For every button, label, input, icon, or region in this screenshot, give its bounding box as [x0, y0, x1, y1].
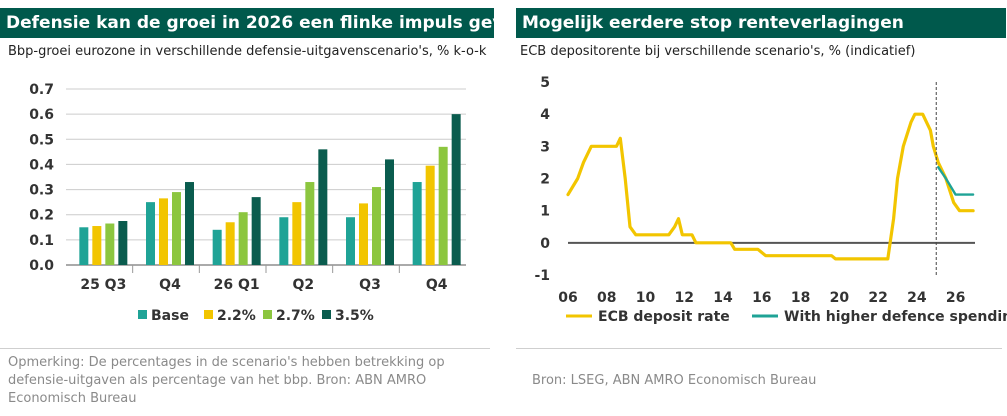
bar-y-tick-label: 0.1	[29, 233, 54, 249]
bar-Base-5	[412, 182, 422, 265]
bar-y-tick-label: 0.7	[29, 82, 54, 98]
bar-legend-swatch	[138, 310, 147, 319]
right-panel: Mogelijk eerdere stop renteverlagingen E…	[516, 0, 1007, 416]
bar-2.2%-4	[359, 203, 368, 265]
left-chart-title: Defensie kan de groei in 2026 een flinke…	[0, 8, 527, 38]
bar-legend-swatch	[204, 310, 213, 319]
left-footnote: Opmerking: De percentages in de scenario…	[8, 354, 445, 408]
line-series-0	[566, 112, 975, 261]
line-series	[566, 112, 975, 261]
bar-2.7%-1	[172, 192, 181, 265]
line-x-tick-label: 20	[830, 290, 850, 306]
bar-y-tick-label: 0.5	[29, 132, 54, 148]
left-divider	[0, 348, 490, 349]
bar-3.5%-3	[318, 149, 328, 265]
bar-3.5%-4	[385, 159, 394, 265]
left-chart-subtitle: Bbp-groei eurozone in verschillende defe…	[8, 44, 487, 59]
line-y-tick-label: -1	[534, 268, 550, 284]
line-x-tick-label: 16	[752, 290, 771, 306]
bar-2.2%-5	[425, 165, 435, 265]
bar-Base-2	[212, 229, 222, 265]
left-footnote-line: Opmerking: De percentages in de scenario…	[8, 355, 445, 370]
bar-2.7%-2	[238, 212, 248, 265]
bar-2.7%-3	[305, 182, 315, 265]
line-y-tick-label: 4	[540, 107, 550, 123]
bar-legend-swatch	[322, 310, 331, 319]
bar-y-ticks: 0.0 0.1 0.2 0.3 0.4 0.5 0.6 0.7	[29, 82, 54, 274]
bar-legend-label: 2.7%	[276, 308, 315, 324]
bar-Base-3	[279, 217, 289, 265]
bar-2.7%-4	[372, 187, 381, 265]
bar-grid	[66, 88, 466, 273]
bar-x-tick-label: 25 Q3	[80, 277, 126, 293]
bar-legend-label: Base	[151, 308, 189, 324]
bar-3.5%-1	[185, 182, 194, 265]
bar-x-tick-label: Q2	[293, 277, 315, 293]
line-y-tick-label: 3	[540, 139, 550, 155]
bar-x-tick-label: Q4	[159, 277, 181, 293]
bar-legend-swatch	[263, 310, 272, 319]
bar-x-tick-label: 26 Q1	[214, 277, 260, 293]
bar-3.5%-0	[118, 221, 128, 265]
line-x-tick-label: 08	[597, 290, 616, 306]
bar-x-ticks: 25 Q3 Q4 26 Q1 Q2 Q3 Q4	[80, 277, 447, 293]
line-y-tick-label: 2	[540, 172, 550, 188]
bar-y-tick-label: 0.4	[29, 157, 54, 173]
bar-3.5%-2	[251, 197, 261, 265]
bar-y-tick-label: 0.2	[29, 208, 54, 224]
bar-y-tick-label: 0.3	[29, 183, 54, 199]
line-x-ticks: 06 08 10 12 14 16 18 20 22 24 26	[558, 290, 965, 306]
bar-3.5%-5	[451, 114, 461, 266]
bar-legend-label: 3.5%	[335, 308, 374, 324]
bar-2.2%-0	[92, 226, 102, 265]
line-x-tick-label: 22	[868, 290, 887, 306]
bar-2.2%-2	[225, 222, 235, 265]
line-x-tick-label: 18	[791, 290, 810, 306]
bar-Base-4	[346, 217, 355, 265]
line-x-tick-label: 24	[907, 290, 927, 306]
left-panel: Defensie kan de groei in 2026 een flinke…	[0, 0, 527, 416]
line-legend-label: With higher defence spending	[784, 309, 1007, 325]
bar-legend: Base 2.2% 2.7% 3.5%	[138, 308, 374, 324]
bar-legend-label: 2.2%	[217, 308, 256, 324]
right-chart-subtitle: ECB depositorente bij verschillende scen…	[520, 44, 916, 59]
right-footnote: Bron: LSEG, ABN AMRO Economisch Bureau	[532, 373, 817, 388]
left-footnote-line: defensie-uitgaven als percentage van het…	[8, 373, 427, 388]
line-series-1	[937, 166, 975, 196]
line-x-tick-label: 12	[675, 290, 694, 306]
bar-y-tick-label: 0.0	[29, 258, 54, 274]
line-x-tick-label: 10	[636, 290, 656, 306]
bar-chart: 0.0 0.1 0.2 0.3 0.4 0.5 0.6 0.7 25 Q3 Q4 26 Q1 Q2 Q…	[29, 82, 466, 324]
right-chart-title: Mogelijk eerdere stop renteverlagingen	[516, 8, 1006, 38]
line-y-tick-label: 5	[540, 75, 550, 91]
right-divider	[516, 348, 1002, 349]
bar-2.7%-5	[438, 146, 448, 265]
line-legend: ECB deposit rate With higher defence spen…	[566, 309, 1007, 325]
bar-2.2%-3	[292, 202, 302, 265]
line-y-tick-label: 0	[540, 236, 550, 252]
bar-x-tick-label: Q3	[359, 277, 381, 293]
line-y-tick-label: 1	[540, 204, 550, 220]
bar-y-tick-label: 0.6	[29, 107, 54, 123]
line-x-tick-label: 06	[558, 290, 577, 306]
left-footnote-line: Economisch Bureau	[8, 391, 137, 406]
bar-bars	[79, 114, 461, 266]
bar-2.2%-1	[159, 198, 168, 265]
line-y-ticks: -1 0 1 2 3 4 5	[534, 75, 550, 284]
bar-2.7%-0	[105, 223, 115, 265]
line-x-tick-label: 14	[713, 290, 733, 306]
bar-Base-1	[146, 202, 155, 265]
bar-Base-0	[79, 227, 89, 265]
bar-x-tick-label: Q4	[426, 277, 448, 293]
line-legend-label: ECB deposit rate	[598, 309, 730, 325]
line-x-tick-label: 26	[946, 290, 965, 306]
